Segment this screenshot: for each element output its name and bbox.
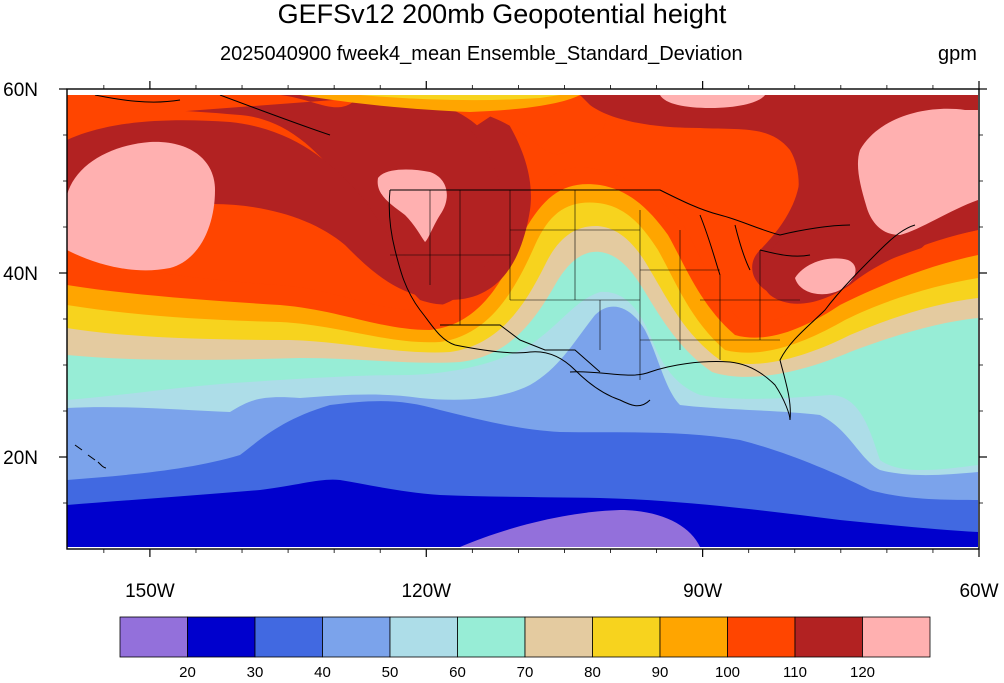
east-coast bbox=[779, 224, 916, 421]
filled-contours bbox=[67, 95, 978, 547]
colorbar-swatch-9 bbox=[727, 616, 796, 658]
contour-fill-80-north bbox=[360, 95, 560, 101]
colorbar-swatch-6 bbox=[524, 616, 593, 658]
colorbar-swatch-10 bbox=[794, 616, 863, 658]
west-coast bbox=[388, 189, 456, 346]
coastlines bbox=[74, 95, 916, 469]
lat-tick-label-1: 40N bbox=[3, 264, 38, 285]
hawaii-islands bbox=[74, 444, 107, 469]
map-title: GEFSv12 200mb Geopotential height bbox=[277, 0, 727, 29]
state-borders bbox=[390, 190, 800, 380]
contour-fill-20 bbox=[67, 479, 978, 547]
colorbar-label-10: 120 bbox=[850, 664, 875, 681]
colorbar-swatch-5 bbox=[457, 616, 526, 658]
contour-fill-120-ne bbox=[857, 108, 978, 235]
colorbar-swatch-3 bbox=[322, 616, 391, 658]
lon-tick-label-1: 120W bbox=[401, 581, 451, 602]
contour-fill-120-nyc bbox=[795, 258, 856, 295]
colorbar-label-2: 40 bbox=[314, 664, 331, 681]
contour-fill-10 bbox=[460, 510, 700, 547]
colorbar-swatch-8 bbox=[659, 616, 728, 658]
colorbar-label-4: 60 bbox=[449, 664, 466, 681]
map-subtitle: 2025040900 fweek4_mean Ensemble_Standard… bbox=[220, 43, 743, 65]
lon-tick-label-2: 90W bbox=[683, 581, 722, 602]
colorbar-label-0: 20 bbox=[179, 664, 196, 681]
colorbar-label-7: 90 bbox=[652, 664, 669, 681]
alaska-coast bbox=[94, 95, 331, 136]
contour-fill-120-hawaii bbox=[67, 141, 215, 271]
colorbar-label-1: 30 bbox=[247, 664, 264, 681]
us-mexico-border bbox=[440, 324, 601, 373]
colorbar-label-9: 110 bbox=[783, 664, 807, 681]
contour-fill-120-top bbox=[660, 95, 765, 108]
colorbar-label-8: 100 bbox=[715, 664, 740, 681]
lat-tick-label-0: 20N bbox=[3, 448, 38, 469]
colorbar-swatch-7 bbox=[592, 616, 661, 658]
map-axes: 150W 120W 90W 60W 20N 40N 60N bbox=[3, 80, 998, 602]
lon-tick-label-3: 60W bbox=[959, 581, 998, 602]
colorbar-label-5: 70 bbox=[517, 664, 534, 681]
lon-tick-label-0: 150W bbox=[125, 581, 175, 602]
colorbar-label-3: 50 bbox=[382, 664, 399, 681]
state-border-lines bbox=[390, 190, 800, 380]
mexico-coast bbox=[454, 344, 651, 407]
colorbar: 20 30 40 50 60 70 80 90 100 110 120 bbox=[119, 616, 931, 681]
lat-tick-label-2: 60N bbox=[3, 80, 38, 101]
gulf-coast bbox=[569, 361, 791, 421]
colorbar-swatch-11 bbox=[862, 616, 931, 658]
colorbar-swatch-0 bbox=[119, 616, 188, 658]
units-label: gpm bbox=[938, 43, 977, 65]
colorbar-swatch-4 bbox=[389, 616, 458, 658]
colorbar-swatch-2 bbox=[254, 616, 323, 658]
us-canada-border bbox=[390, 189, 851, 236]
contour-fill-120-pacnw bbox=[377, 169, 447, 242]
colorbar-swatch-1 bbox=[187, 616, 256, 658]
colorbar-label-6: 80 bbox=[584, 664, 601, 681]
great-lakes bbox=[699, 214, 811, 276]
